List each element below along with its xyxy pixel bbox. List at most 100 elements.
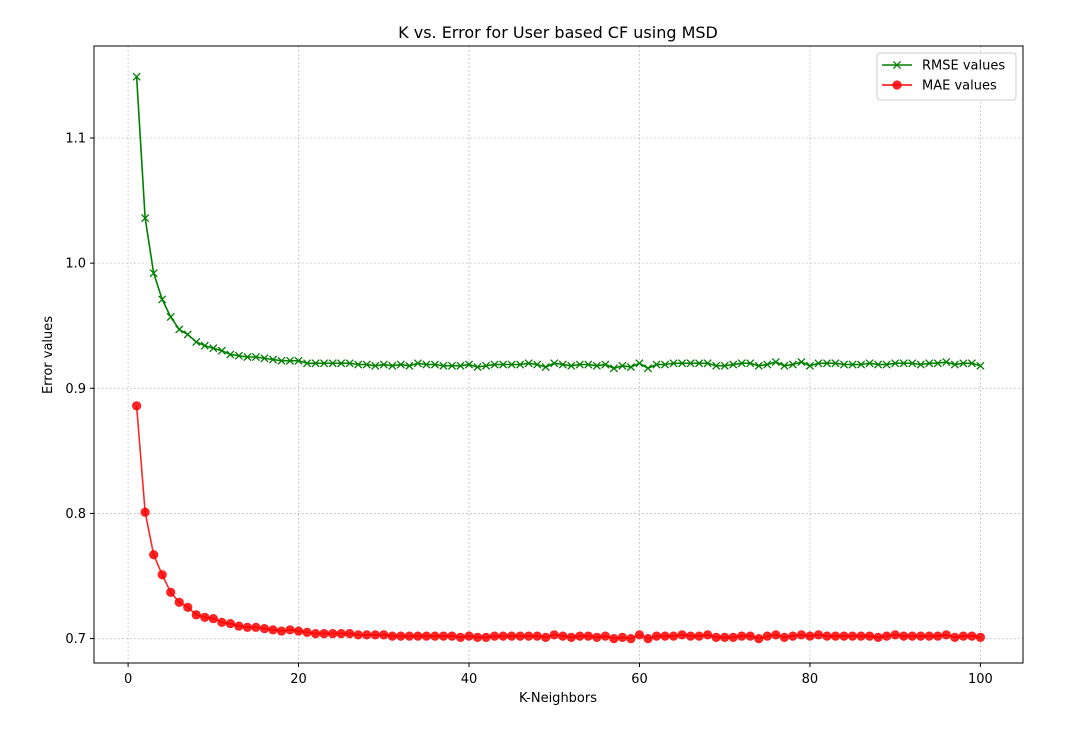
mae-point xyxy=(447,631,457,641)
rmse-point xyxy=(822,359,832,368)
rmse-point xyxy=(584,360,593,369)
rmse-point xyxy=(464,360,474,369)
mae-point xyxy=(268,625,278,635)
x-tick-label: 40 xyxy=(461,672,478,687)
x-tick-label: 60 xyxy=(631,672,648,687)
rmse-point xyxy=(737,359,746,368)
y-axis-ticks: 0.7 0.8 0.9 1.0 1.1 xyxy=(65,131,94,647)
rmse-point xyxy=(643,364,653,373)
rmse-series xyxy=(132,72,985,373)
mae-point xyxy=(634,630,645,640)
mae-point xyxy=(600,631,610,641)
mae-point xyxy=(259,623,270,634)
mae-point xyxy=(285,625,295,635)
mae-point xyxy=(387,631,397,641)
rmse-point xyxy=(592,361,601,370)
mae-point xyxy=(276,626,287,636)
rmse-point xyxy=(618,361,627,370)
mae-point xyxy=(771,630,781,640)
mae-point xyxy=(558,631,568,641)
rmse-point xyxy=(848,360,857,369)
rmse-point xyxy=(200,341,209,350)
rmse-point xyxy=(660,360,670,369)
mae-point xyxy=(430,631,440,641)
rmse-point xyxy=(669,359,678,368)
legend: RMSE values MAE values xyxy=(876,52,1017,101)
mae-point xyxy=(515,631,525,641)
x-axis-ticks: 0 20 40 60 80 100 xyxy=(124,663,993,687)
mae-point xyxy=(293,626,304,636)
mae-point xyxy=(566,632,576,642)
rmse-point xyxy=(473,362,482,372)
rmse-point xyxy=(925,359,934,368)
rmse-point xyxy=(950,360,959,369)
legend-label: RMSE values xyxy=(922,59,1005,74)
rmse-point xyxy=(371,361,380,370)
mae-point xyxy=(455,632,466,642)
rmse-point xyxy=(780,361,789,370)
rmse-point xyxy=(652,360,661,369)
mae-point xyxy=(737,631,747,641)
mae-point xyxy=(242,622,253,632)
rmse-point xyxy=(499,360,508,369)
rmse-point xyxy=(908,359,917,368)
mae-point xyxy=(583,631,593,641)
x-tick-label: 0 xyxy=(124,672,132,687)
rmse-point xyxy=(916,360,925,369)
mae-point xyxy=(754,633,764,644)
x-axis-label: K-Neighbors xyxy=(519,691,597,706)
rmse-point xyxy=(354,360,363,369)
mae-point xyxy=(873,632,883,642)
mae-point xyxy=(711,632,721,642)
mae-point xyxy=(686,631,696,641)
rmse-point xyxy=(183,330,192,339)
mae-point xyxy=(140,507,150,517)
mae-point xyxy=(668,631,679,641)
mae-point xyxy=(328,628,338,639)
x-tick-label: 80 xyxy=(802,672,819,687)
mae-point xyxy=(345,628,355,639)
rmse-point xyxy=(141,214,150,223)
series-layer xyxy=(132,72,985,644)
rmse-point xyxy=(788,360,797,369)
rmse-point xyxy=(243,352,252,362)
rmse-point xyxy=(746,359,755,368)
rmse-point xyxy=(857,360,866,369)
mae-point xyxy=(822,631,832,641)
mae-point xyxy=(362,630,372,640)
rmse-point xyxy=(763,360,772,369)
mae-point xyxy=(796,630,807,640)
mae-point xyxy=(779,632,789,642)
mae-point xyxy=(609,633,619,644)
mae-point xyxy=(592,632,602,642)
rmse-point xyxy=(797,357,806,367)
legend-label: MAE values xyxy=(922,79,997,94)
mae-point xyxy=(217,617,227,627)
rmse-point xyxy=(158,295,167,304)
mae-point xyxy=(856,631,866,641)
rmse-point xyxy=(899,359,908,368)
rmse-point xyxy=(635,359,644,368)
rmse-point xyxy=(882,360,891,369)
rmse-point xyxy=(601,360,610,369)
rmse-point xyxy=(567,361,576,370)
rmse-point xyxy=(303,359,312,368)
rmse-point xyxy=(175,325,184,334)
rmse-point xyxy=(217,346,226,355)
rmse-point xyxy=(294,356,303,365)
mae-point xyxy=(498,631,508,641)
rmse-point xyxy=(192,337,201,347)
rmse-point xyxy=(234,351,243,360)
mae-point xyxy=(336,628,346,639)
y-tick-label: 0.8 xyxy=(65,507,86,522)
mae-point xyxy=(200,612,210,622)
rmse-point xyxy=(626,362,636,372)
mae-point xyxy=(379,630,389,640)
y-tick-label: 1.0 xyxy=(65,257,86,272)
rmse-point xyxy=(558,360,567,369)
grid xyxy=(94,46,1023,663)
rmse-point xyxy=(337,359,346,368)
mae-point xyxy=(191,610,201,620)
mae-point xyxy=(864,631,875,641)
rmse-point xyxy=(729,360,738,369)
